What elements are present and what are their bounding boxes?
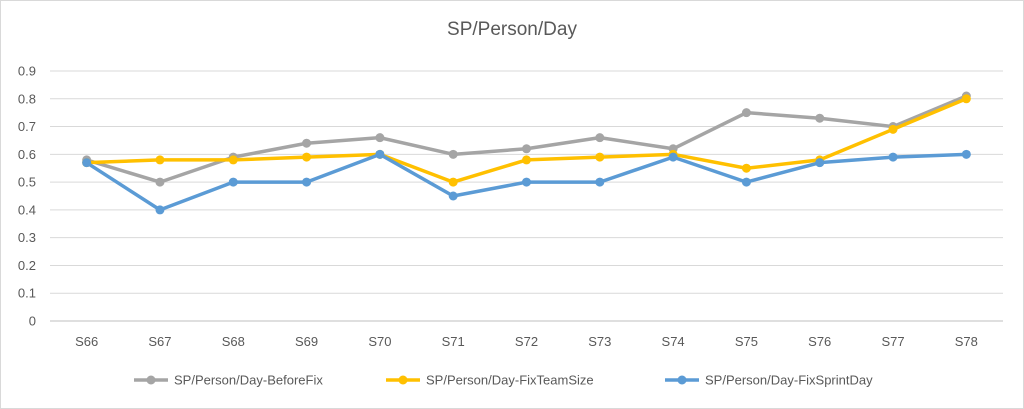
data-point — [302, 177, 312, 187]
data-point — [448, 149, 458, 159]
x-tick-label: S70 — [368, 334, 391, 349]
data-point — [888, 152, 898, 162]
data-point — [82, 158, 92, 168]
data-point — [375, 133, 385, 143]
y-tick-label: 0.6 — [18, 147, 36, 162]
x-tick-label: S72 — [515, 334, 538, 349]
data-point — [522, 144, 531, 154]
gridlines — [50, 70, 1003, 322]
data-point — [595, 133, 605, 143]
data-point — [595, 177, 605, 187]
y-tick-label: 0.7 — [18, 119, 36, 134]
data-point — [155, 155, 165, 165]
y-tick-label: 0.3 — [18, 230, 36, 245]
y-axis: 0 0.1 0.2 0.3 0.4 0.5 0.6 0.7 0.8 0.9 — [18, 64, 36, 329]
data-point — [595, 152, 605, 162]
x-tick-label: S71 — [442, 334, 465, 349]
series-line — [84, 97, 969, 184]
data-point — [741, 163, 751, 173]
data-point — [961, 149, 971, 159]
x-tick-label: S73 — [588, 334, 611, 349]
y-tick-label: 0.2 — [18, 258, 36, 273]
data-point — [815, 158, 825, 168]
data-point — [228, 177, 238, 187]
y-tick-label: 0.4 — [18, 202, 36, 217]
x-tick-label: S77 — [881, 334, 904, 349]
x-tick-label: S75 — [735, 334, 758, 349]
x-axis: S66 S67 S68 S69 S70 S71 S72 S73 S74 S75 S76 S77 S78 — [75, 334, 978, 349]
x-tick-label: S67 — [148, 334, 171, 349]
chart-title: SP/Person/Day — [447, 19, 577, 40]
x-tick-label: S74 — [662, 334, 685, 349]
data-point — [522, 177, 531, 187]
data-point — [155, 205, 165, 215]
x-tick-label: S76 — [808, 334, 831, 349]
legend-label: SP/Person/Day-FixTeamSize — [426, 373, 594, 388]
data-point — [302, 152, 312, 162]
data-point — [448, 191, 458, 201]
data-point — [815, 113, 825, 123]
data-point — [302, 138, 312, 148]
x-tick-label: S68 — [222, 334, 245, 349]
x-tick-label: S66 — [75, 334, 98, 349]
y-tick-label: 0.5 — [18, 175, 36, 190]
x-tick-label: S78 — [955, 334, 978, 349]
legend-point-marker — [146, 375, 156, 385]
legend-label: SP/Person/Day-BeforeFix — [174, 373, 323, 388]
data-point — [961, 94, 971, 104]
data-point — [668, 152, 678, 162]
data-point — [888, 124, 898, 134]
legend: SP/Person/Day-BeforeFix SP/Person/Day-Fix… — [134, 373, 873, 388]
data-point — [375, 149, 385, 159]
series-line — [84, 94, 969, 184]
y-tick-label: 0 — [29, 314, 36, 329]
data-point — [155, 177, 165, 187]
legend-point-marker — [398, 375, 408, 385]
y-tick-label: 0.1 — [18, 286, 36, 301]
data-point — [228, 155, 238, 165]
y-tick-label: 0.9 — [18, 64, 36, 79]
legend-label: SP/Person/Day-FixSprintDay — [705, 373, 873, 388]
data-point — [741, 108, 751, 118]
y-tick-label: 0.8 — [18, 91, 36, 106]
data-point — [448, 177, 458, 187]
data-point — [741, 177, 751, 187]
legend-point-marker — [677, 375, 687, 385]
series-group — [82, 91, 971, 215]
data-point — [522, 155, 531, 165]
x-tick-label: S69 — [295, 334, 318, 349]
